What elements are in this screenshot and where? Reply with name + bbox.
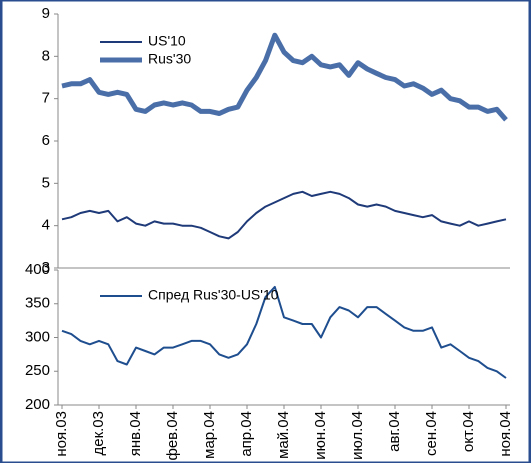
y-tick-label: 300 — [25, 328, 50, 345]
y-tick-label: 9 — [42, 5, 50, 22]
y-tick-label: 350 — [25, 295, 50, 312]
x-tick-label: окт.04 — [460, 411, 477, 452]
legend-label: Rus'30 — [148, 51, 191, 67]
y-tick-label: 7 — [42, 90, 50, 107]
x-tick-label: мар.04 — [201, 411, 218, 459]
x-tick-label: дек.03 — [90, 411, 107, 456]
y-tick-label: 5 — [42, 174, 50, 191]
y-tick-label: 250 — [25, 362, 50, 379]
x-tick-label: янв.04 — [127, 411, 144, 456]
y-tick-label: 3 — [42, 259, 50, 276]
x-tick-label: ноя.03 — [53, 411, 70, 457]
x-tick-label: ноя.04 — [497, 411, 514, 457]
series-line — [61, 285, 507, 379]
legend-label: US'10 — [148, 33, 186, 49]
x-tick-label: июн.04 — [312, 411, 329, 460]
y-tick-label: 6 — [42, 132, 50, 149]
x-tick-label: фев.04 — [164, 411, 181, 461]
series-line — [61, 32, 508, 122]
y-tick-label: 400 — [25, 261, 50, 278]
legend-label: Спред Rus'30-US'10 — [148, 287, 279, 303]
y-tick-label: 8 — [42, 47, 50, 64]
y-tick-label: 4 — [42, 217, 50, 234]
x-tick-label: сен.04 — [423, 411, 440, 456]
y-tick-label: 200 — [25, 396, 50, 413]
x-tick-label: май.04 — [275, 411, 292, 459]
series-line — [61, 190, 507, 240]
x-tick-label: авг.04 — [386, 411, 403, 452]
x-tick-label: апр.04 — [238, 411, 255, 457]
x-tick-label: июл.04 — [349, 411, 366, 460]
